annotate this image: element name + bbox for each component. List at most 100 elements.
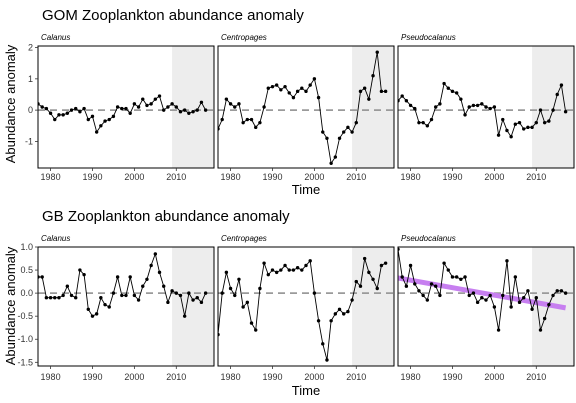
data-point: [488, 293, 492, 298]
data-point: [145, 103, 149, 108]
data-point: [132, 102, 137, 106]
data-point: [354, 120, 358, 125]
data-point: [454, 275, 459, 279]
x-tick-label: 2000: [484, 172, 504, 182]
data-point: [375, 286, 379, 291]
data-point: [471, 103, 476, 108]
data-point: [245, 300, 250, 305]
data-point: [480, 102, 484, 106]
y-tick-label: 1: [28, 74, 33, 84]
data-point: [425, 124, 430, 128]
data-point: [454, 91, 459, 95]
data-point: [249, 117, 254, 122]
y-tick-label: -0.5: [17, 311, 33, 321]
x-tick-label: 1980: [401, 372, 421, 382]
y-tick-label: -1.5: [17, 357, 33, 367]
data-point: [82, 272, 86, 277]
data-point: [337, 307, 342, 311]
data-point: [153, 97, 158, 101]
data-point: [484, 105, 488, 109]
x-tick-label: 2010: [526, 372, 546, 382]
data-point: [283, 263, 287, 268]
data-point: [78, 268, 82, 272]
panel-frame: [37, 246, 215, 367]
data-point: [53, 117, 57, 122]
data-point: [157, 270, 162, 275]
data-point: [199, 300, 204, 305]
data-point: [346, 309, 350, 314]
data-point: [371, 277, 375, 281]
data-point: [166, 300, 170, 305]
data-point: [463, 113, 467, 117]
data-point: [429, 117, 434, 122]
data-point: [262, 105, 266, 109]
data-point: [450, 275, 455, 279]
x-tick-label: 1980: [221, 372, 241, 382]
x-tick-label: 2000: [484, 372, 504, 382]
recent-period-shade: [352, 247, 394, 366]
data-point: [316, 319, 321, 323]
data-point: [291, 95, 296, 100]
data-point: [220, 117, 224, 122]
data-point: [413, 282, 417, 286]
x-tick-label: 2000: [124, 372, 144, 382]
data-point: [358, 89, 363, 94]
data-point: [61, 293, 65, 298]
data-point: [408, 263, 413, 268]
data-point: [329, 161, 333, 166]
data-point: [375, 50, 379, 54]
panel-calanus: Calanus 1980 1990 2000 2010 -1 0 1 2: [25, 33, 215, 182]
data-point: [354, 279, 358, 284]
data-point: [241, 305, 245, 309]
data-point: [475, 300, 480, 305]
data-point: [429, 282, 434, 286]
panel-centropages: Centropages 1980 1990 2000 2010: [217, 234, 395, 382]
data-point: [128, 275, 132, 279]
data-point: [178, 293, 183, 298]
data-point: [170, 289, 174, 293]
data-point: [162, 284, 166, 288]
data-point: [342, 130, 346, 134]
chart-title: GB Zooplankton abundance anomaly: [42, 208, 290, 225]
panel-frame: [217, 45, 395, 169]
data-point: [404, 284, 409, 288]
data-point: [182, 314, 187, 318]
data-point: [513, 122, 518, 126]
data-point: [350, 298, 354, 302]
data-point: [48, 296, 53, 300]
recent-period-shade: [352, 46, 394, 168]
data-point: [69, 293, 74, 298]
y-axis-label: Abundance anomaly: [3, 246, 18, 365]
data-point: [40, 105, 44, 109]
x-tick-label: 2010: [346, 372, 366, 382]
data-point: [542, 316, 547, 321]
data-point: [404, 99, 409, 103]
data-point: [241, 120, 245, 125]
data-point: [61, 113, 65, 117]
data-point: [362, 256, 367, 261]
data-point: [530, 125, 534, 130]
x-tick-label: 1990: [82, 372, 102, 382]
data-point: [57, 113, 61, 117]
y-tick-label: 0.5: [20, 265, 33, 275]
data-point: [170, 102, 174, 106]
data-point: [182, 108, 187, 112]
data-point: [157, 94, 162, 98]
data-point: [308, 259, 312, 263]
data-point: [44, 106, 49, 111]
data-point: [295, 266, 300, 270]
data-point: [199, 100, 204, 105]
data-point: [517, 300, 522, 305]
data-point: [496, 328, 501, 332]
data-point: [300, 86, 304, 90]
data-point: [308, 83, 312, 87]
data-point: [228, 102, 233, 106]
data-point: [530, 307, 534, 311]
data-point: [509, 305, 513, 309]
panel-pseudocalanus: Pseudocalanus 1980 1990 2000 2010: [397, 33, 575, 182]
data-point: [274, 270, 279, 275]
data-point: [559, 83, 564, 87]
data-point: [459, 97, 463, 101]
data-point: [538, 108, 543, 112]
